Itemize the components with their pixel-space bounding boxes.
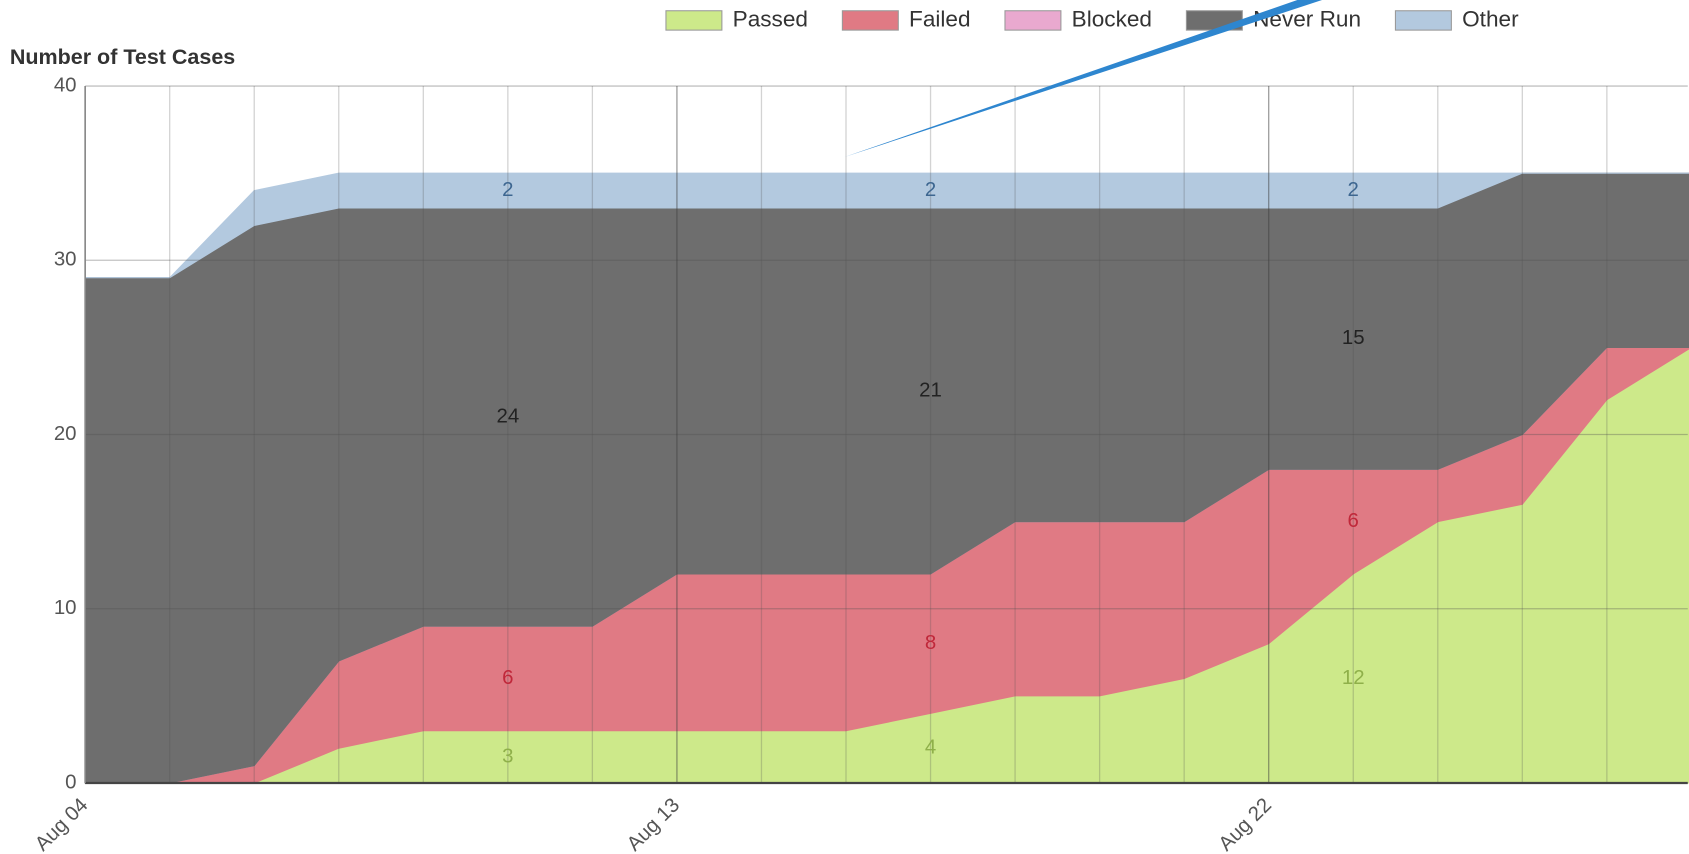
y-tick-label: 20 xyxy=(54,423,77,445)
legend-label: Failed xyxy=(909,6,971,31)
area xyxy=(85,172,1689,279)
y-tick-label: 10 xyxy=(54,597,77,619)
legend-swatch xyxy=(665,10,723,31)
legend-swatch xyxy=(1004,10,1062,31)
data-label: 21 xyxy=(919,379,942,401)
data-label: 12 xyxy=(1342,667,1365,689)
x-tick-label: Aug 04 xyxy=(31,794,92,854)
x-tick-label: Aug 22 xyxy=(1215,794,1276,854)
y-axis-title: Number of Test Cases xyxy=(10,45,235,69)
data-label: 4 xyxy=(925,737,936,759)
legend-swatch xyxy=(1394,10,1452,31)
legend-label: Passed xyxy=(733,6,808,31)
data-label: 2 xyxy=(502,179,513,201)
legend-label: Other xyxy=(1462,6,1519,31)
data-label: 8 xyxy=(925,632,936,654)
data-label: 15 xyxy=(1342,327,1365,349)
legend-label: Blocked xyxy=(1072,6,1152,31)
data-label: 2 xyxy=(925,179,936,201)
legend-swatch xyxy=(841,10,899,31)
data-label: 3 xyxy=(502,745,513,767)
plot-area xyxy=(84,172,1689,784)
y-tick-label: 30 xyxy=(54,249,77,271)
data-label: 24 xyxy=(496,405,519,427)
data-labels: 3 6 24 2 4 8 21 2 12 6 15 2 xyxy=(496,179,1364,767)
y-tick-label: 40 xyxy=(54,74,77,96)
x-tick-label: Aug 13 xyxy=(623,794,684,854)
data-label: 2 xyxy=(1348,179,1359,201)
data-label: 6 xyxy=(502,667,513,689)
y-tick-label: 0 xyxy=(65,771,76,793)
data-label: 6 xyxy=(1348,510,1359,532)
